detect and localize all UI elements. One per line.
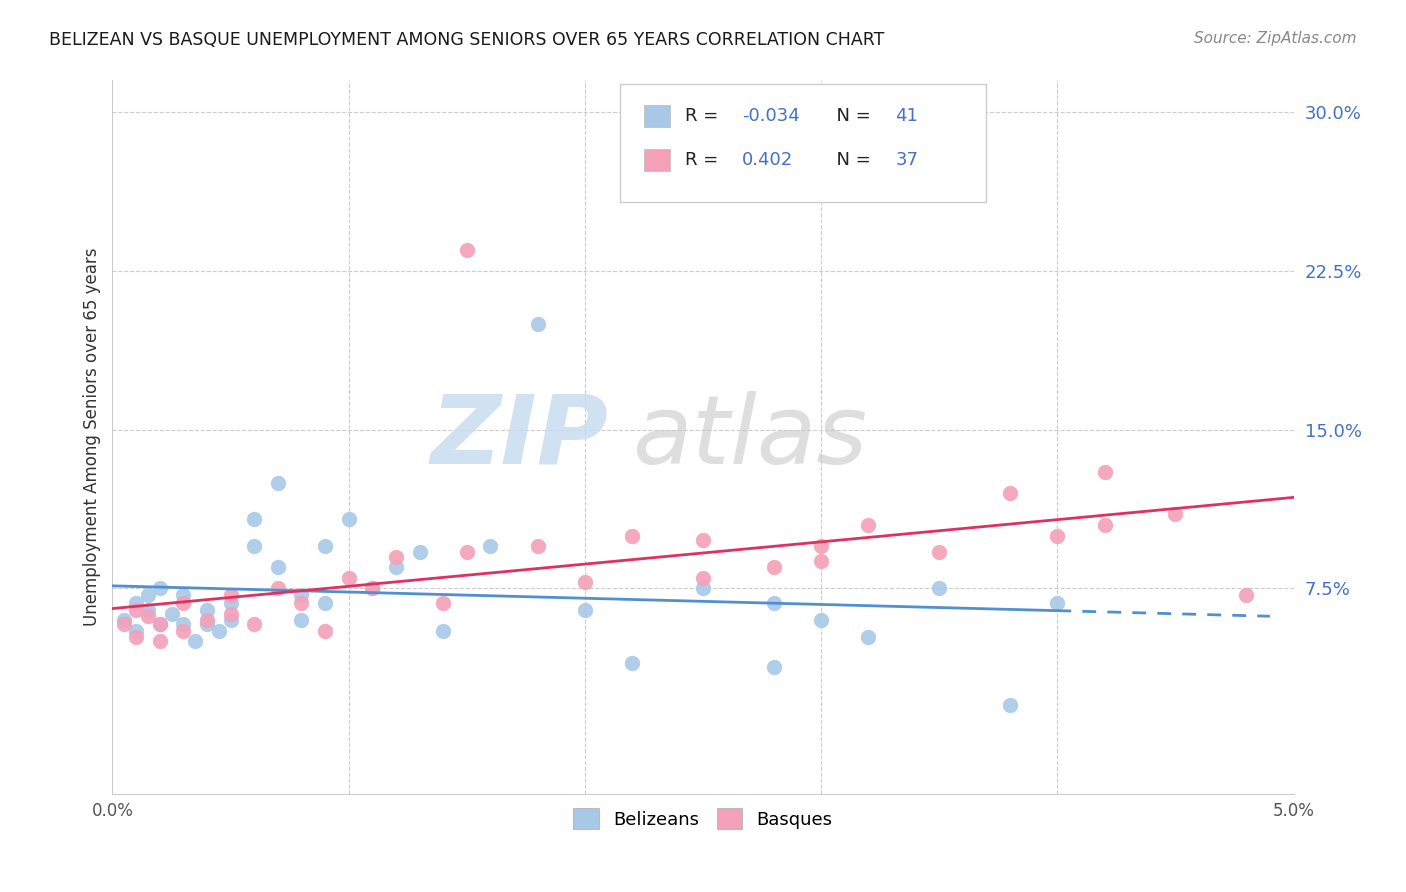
Point	[1234, 588, 1257, 602]
Point	[998, 486, 1021, 500]
Point	[125, 602, 148, 616]
Point	[810, 613, 832, 627]
Point	[125, 596, 148, 610]
Point	[762, 596, 785, 610]
Point	[112, 613, 135, 627]
Text: R =: R =	[685, 152, 730, 169]
Point	[574, 602, 596, 616]
Point	[479, 539, 502, 553]
FancyBboxPatch shape	[620, 84, 987, 202]
Text: BELIZEAN VS BASQUE UNEMPLOYMENT AMONG SENIORS OVER 65 YEARS CORRELATION CHART: BELIZEAN VS BASQUE UNEMPLOYMENT AMONG SE…	[49, 31, 884, 49]
Point	[112, 617, 135, 632]
Point	[1164, 508, 1187, 522]
Point	[385, 560, 408, 574]
Point	[219, 588, 242, 602]
Point	[1046, 596, 1069, 610]
Point	[810, 539, 832, 553]
Point	[290, 588, 312, 602]
Point	[195, 602, 218, 616]
FancyBboxPatch shape	[644, 150, 669, 171]
Point	[361, 582, 384, 596]
Point	[172, 588, 194, 602]
Point	[267, 475, 290, 490]
Point	[136, 609, 159, 624]
Point	[408, 545, 430, 559]
Point	[149, 582, 172, 596]
Point	[195, 617, 218, 632]
Point	[314, 624, 336, 638]
Point	[314, 539, 336, 553]
Point	[149, 634, 172, 648]
Legend: Belizeans, Basques: Belizeans, Basques	[564, 799, 842, 838]
Point	[692, 582, 714, 596]
Point	[172, 624, 194, 638]
Point	[810, 554, 832, 568]
Point	[208, 624, 231, 638]
Text: 0.402: 0.402	[742, 152, 793, 169]
Point	[432, 596, 454, 610]
Point	[290, 613, 312, 627]
Point	[136, 602, 159, 616]
Point	[290, 596, 312, 610]
Point	[314, 596, 336, 610]
Point	[385, 549, 408, 564]
Point	[125, 630, 148, 644]
Point	[858, 518, 880, 533]
Point	[219, 596, 242, 610]
Point	[692, 571, 714, 585]
Point	[526, 539, 548, 553]
Point	[361, 582, 384, 596]
Point	[858, 630, 880, 644]
Point	[243, 511, 266, 525]
Point	[1094, 465, 1116, 479]
Point	[172, 596, 194, 610]
Point	[621, 656, 644, 670]
Point	[432, 624, 454, 638]
Point	[1046, 528, 1069, 542]
Point	[184, 634, 207, 648]
FancyBboxPatch shape	[644, 105, 669, 127]
Point	[456, 545, 478, 559]
Text: N =: N =	[825, 152, 876, 169]
Text: Source: ZipAtlas.com: Source: ZipAtlas.com	[1194, 31, 1357, 46]
Point	[195, 613, 218, 627]
Point	[928, 582, 950, 596]
Point	[219, 607, 242, 621]
Point	[526, 317, 548, 331]
Point	[998, 698, 1021, 712]
Point	[337, 571, 360, 585]
Point	[621, 528, 644, 542]
Point	[243, 539, 266, 553]
Point	[762, 660, 785, 674]
Point	[136, 588, 159, 602]
Y-axis label: Unemployment Among Seniors over 65 years: Unemployment Among Seniors over 65 years	[83, 248, 101, 626]
Point	[267, 560, 290, 574]
Point	[762, 560, 785, 574]
Point	[149, 617, 172, 632]
Point	[574, 575, 596, 590]
Point	[125, 624, 148, 638]
Point	[928, 545, 950, 559]
Point	[172, 617, 194, 632]
Point	[219, 613, 242, 627]
Text: R =: R =	[685, 107, 724, 125]
Text: N =: N =	[825, 107, 876, 125]
Text: -0.034: -0.034	[742, 107, 800, 125]
Point	[243, 617, 266, 632]
Point	[337, 511, 360, 525]
Text: 37: 37	[896, 152, 918, 169]
Point	[267, 582, 290, 596]
Point	[692, 533, 714, 547]
Point	[1094, 518, 1116, 533]
Text: 41: 41	[896, 107, 918, 125]
Point	[456, 243, 478, 257]
Text: atlas: atlas	[633, 391, 868, 483]
Text: ZIP: ZIP	[430, 391, 609, 483]
Point	[149, 617, 172, 632]
Point	[160, 607, 183, 621]
